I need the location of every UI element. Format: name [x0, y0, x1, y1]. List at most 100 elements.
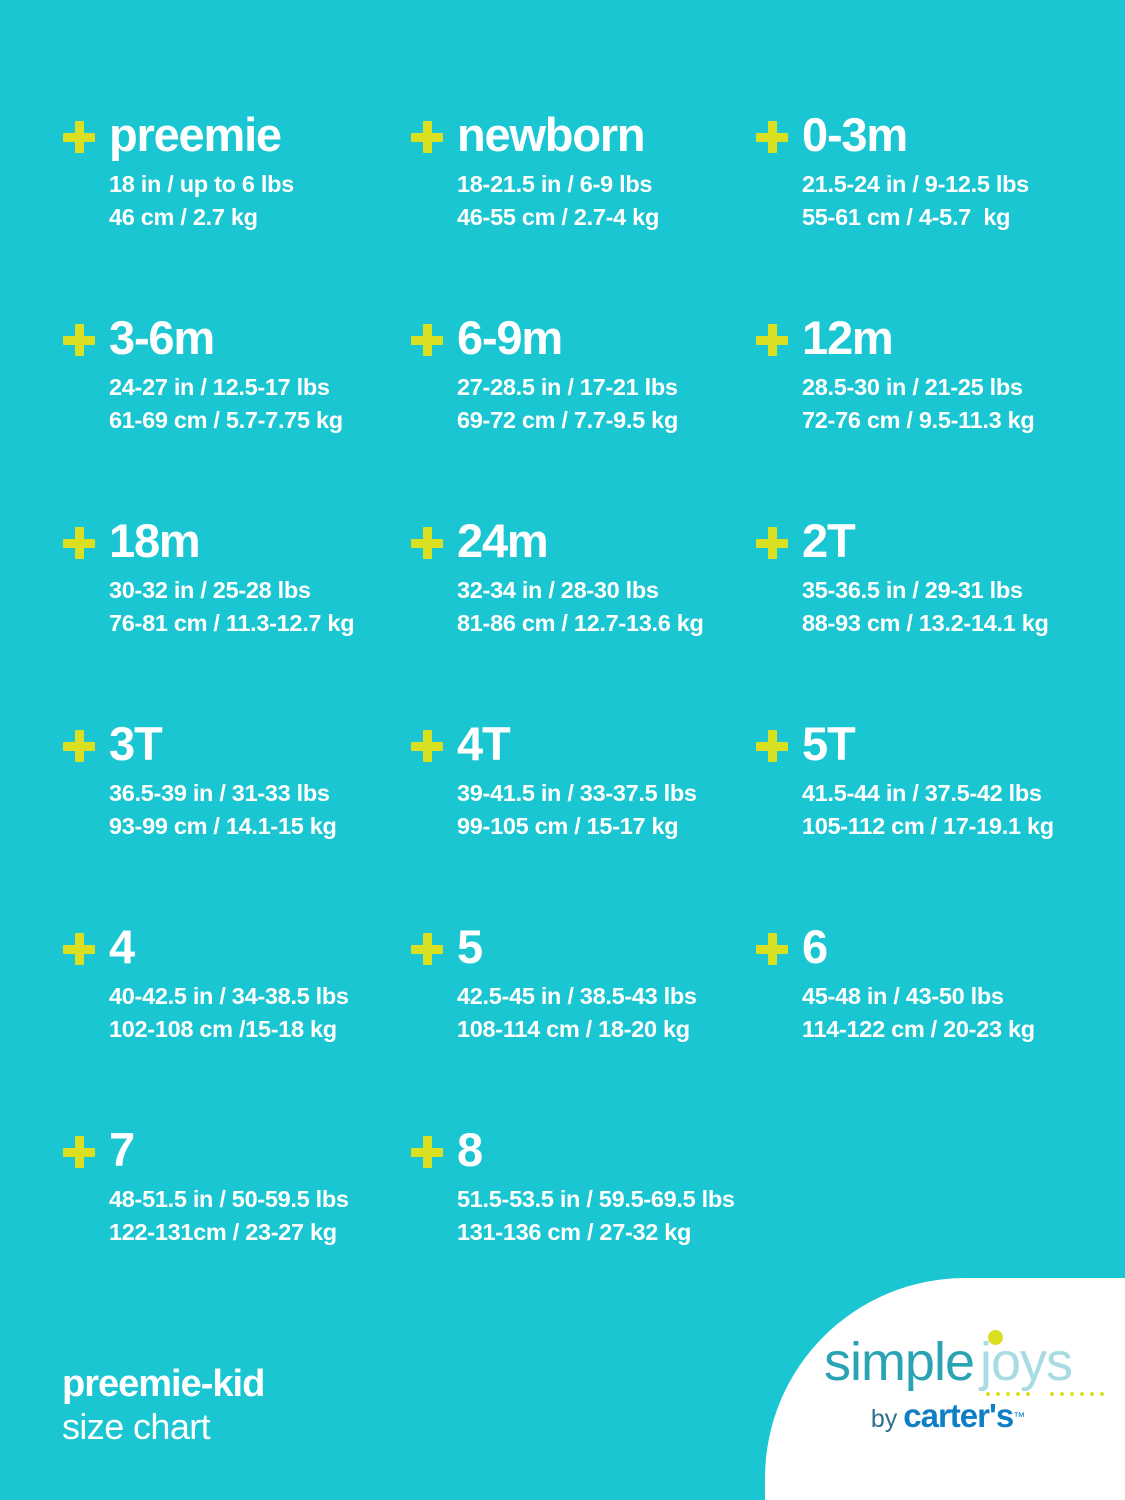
size-label: 3-6m [109, 311, 215, 364]
size-cell: 5 42.5-45 in / 38.5-43 lbs 108-114 cm / 18… [410, 916, 755, 1119]
size-cell: 24m 32-34 in / 28-30 lbs 81-86 cm / 12.7-1… [410, 510, 755, 713]
size-label: 24m [457, 514, 549, 567]
size-measurement-metric: 72-76 cm / 9.5-11.3 kg [802, 407, 1035, 433]
size-measurements: 42.5-45 in / 38.5-43 lbs 108-114 cm / 18-… [457, 980, 755, 1046]
size-label: 0-3m [802, 108, 908, 161]
size-cell: 8 51.5-53.5 in / 59.5-69.5 lbs 131-136 cm … [410, 1119, 755, 1322]
footer-title-secondary: size chart [62, 1406, 211, 1447]
size-cell: 5T 41.5-44 in / 37.5-42 lbs 105-112 cm / 1… [755, 713, 1085, 916]
simple-joys-logo: simple joys by carter's™ [803, 1330, 1104, 1440]
size-measurement-imperial: 32-34 in / 28-30 lbs [457, 577, 659, 603]
size-measurements: 40-42.5 in / 34-38.5 lbs 102-108 cm /15-1… [109, 980, 410, 1046]
size-grid: preemie 18 in / up to 6 lbs 46 cm / 2.7 kg… [62, 104, 1082, 1322]
size-label: newborn [457, 108, 646, 161]
size-measurement-metric: 102-108 cm /15-18 kg [109, 1016, 337, 1042]
plus-icon [755, 932, 789, 966]
size-measurement-metric: 131-136 cm / 27-32 kg [457, 1219, 692, 1245]
size-measurements: 18 in / up to 6 lbs 46 cm / 2.7 kg [109, 168, 410, 234]
size-label: 12m [802, 311, 894, 364]
size-header: newborn [410, 104, 755, 166]
size-header: 24m [410, 510, 755, 572]
size-measurement-imperial: 39-41.5 in / 33-37.5 lbs [457, 780, 697, 806]
size-cell: 7 48-51.5 in / 50-59.5 lbs 122-131cm / 23-… [62, 1119, 410, 1322]
size-label: 7 [109, 1123, 135, 1176]
footer-title-block: preemie-kid size chart [62, 1362, 265, 1448]
brand-byline: by carter's™ [803, 1399, 1093, 1440]
size-measurements: 27-28.5 in / 17-21 lbs 69-72 cm / 7.7-9.5… [457, 371, 755, 437]
size-measurements: 48-51.5 in / 50-59.5 lbs 122-131cm / 23-2… [109, 1183, 410, 1249]
size-header: 4T [410, 713, 755, 775]
size-cell: newborn 18-21.5 in / 6-9 lbs 46-55 cm / 2.… [410, 104, 755, 307]
size-measurement-imperial: 21.5-24 in / 9-12.5 lbs [802, 171, 1029, 197]
size-measurements: 35-36.5 in / 29-31 lbs 88-93 cm / 13.2-14… [802, 574, 1085, 640]
size-cell: 3T 36.5-39 in / 31-33 lbs 93-99 cm / 14.1-… [62, 713, 410, 916]
size-measurement-imperial: 45-48 in / 43-50 lbs [802, 983, 1004, 1009]
size-measurement-metric: 105-112 cm / 17-19.1 kg [802, 813, 1054, 839]
plus-icon [410, 120, 444, 154]
size-measurement-imperial: 18-21.5 in / 6-9 lbs [457, 171, 653, 197]
size-header: 3-6m [62, 307, 410, 369]
size-cell: 3-6m 24-27 in / 12.5-17 lbs 61-69 cm / 5.7… [62, 307, 410, 510]
size-measurement-metric: 122-131cm / 23-27 kg [109, 1219, 337, 1245]
size-measurement-imperial: 24-27 in / 12.5-17 lbs [109, 374, 330, 400]
size-cell: 12m 28.5-30 in / 21-25 lbs 72-76 cm / 9.5-… [755, 307, 1085, 510]
plus-icon [755, 120, 789, 154]
size-measurement-imperial: 48-51.5 in / 50-59.5 lbs [109, 1186, 349, 1212]
size-cell: 18m 30-32 in / 25-28 lbs 76-81 cm / 11.3-1… [62, 510, 410, 713]
size-header: 2T [755, 510, 1085, 572]
plus-icon [410, 526, 444, 560]
size-measurements: 39-41.5 in / 33-37.5 lbs 99-105 cm / 15-1… [457, 777, 755, 843]
size-measurement-metric: 108-114 cm / 18-20 kg [457, 1016, 690, 1042]
plus-icon [62, 323, 96, 357]
size-measurements: 41.5-44 in / 37.5-42 lbs 105-112 cm / 17-… [802, 777, 1085, 843]
plus-icon [62, 729, 96, 763]
size-measurement-metric: 76-81 cm / 11.3-12.7 kg [109, 610, 355, 636]
size-measurement-imperial: 28.5-30 in / 21-25 lbs [802, 374, 1023, 400]
plus-icon [410, 323, 444, 357]
size-header: 5 [410, 916, 755, 978]
brand-wordmark: simple joys [803, 1330, 1104, 1396]
footer-title-primary: preemie-kid [62, 1363, 265, 1405]
size-measurements: 21.5-24 in / 9-12.5 lbs 55-61 cm / 4-5.7 … [802, 168, 1085, 234]
size-label: 4T [457, 717, 511, 770]
plus-icon [755, 729, 789, 763]
size-measurement-metric: 99-105 cm / 15-17 kg [457, 813, 679, 839]
size-header: 7 [62, 1119, 410, 1181]
size-measurements: 30-32 in / 25-28 lbs 76-81 cm / 11.3-12.7… [109, 574, 410, 640]
plus-icon [410, 1135, 444, 1169]
size-cell: 0-3m 21.5-24 in / 9-12.5 lbs 55-61 cm / 4-… [755, 104, 1085, 307]
joys-dot-icon [988, 1330, 1003, 1345]
size-measurement-metric: 46-55 cm / 2.7-4 kg [457, 204, 660, 230]
size-measurement-metric: 69-72 cm / 7.7-9.5 kg [457, 407, 679, 433]
size-measurement-metric: 114-122 cm / 20-23 kg [802, 1016, 1035, 1042]
size-measurement-imperial: 42.5-45 in / 38.5-43 lbs [457, 983, 697, 1009]
size-measurements: 32-34 in / 28-30 lbs 81-86 cm / 12.7-13.6… [457, 574, 755, 640]
size-measurement-metric: 55-61 cm / 4-5.7 kg [802, 204, 1011, 230]
size-label: 4 [109, 920, 135, 973]
size-header: 4 [62, 916, 410, 978]
size-label: 2T [802, 514, 856, 567]
size-cell: 6 45-48 in / 43-50 lbs 114-122 cm / 20-23 … [755, 916, 1085, 1119]
size-label: 5T [802, 717, 856, 770]
size-label: 5 [457, 920, 483, 973]
size-measurements: 24-27 in / 12.5-17 lbs 61-69 cm / 5.7-7.7… [109, 371, 410, 437]
plus-icon [62, 526, 96, 560]
brand-by-text: by [870, 1405, 898, 1433]
size-header: 5T [755, 713, 1085, 775]
size-measurements: 28.5-30 in / 21-25 lbs 72-76 cm / 9.5-11.… [802, 371, 1085, 437]
size-measurement-imperial: 51.5-53.5 in / 59.5-69.5 lbs [457, 1186, 735, 1212]
size-header: 12m [755, 307, 1085, 369]
size-measurement-imperial: 18 in / up to 6 lbs [109, 171, 294, 197]
size-header: 3T [62, 713, 410, 775]
brand-panel: simple joys by carter's™ [765, 1278, 1125, 1500]
size-header: 8 [410, 1119, 755, 1181]
plus-icon [755, 526, 789, 560]
size-header: 6-9m [410, 307, 755, 369]
plus-icon [62, 120, 96, 154]
brand-carters-text: carter's [903, 1397, 1014, 1434]
size-measurement-imperial: 41.5-44 in / 37.5-42 lbs [802, 780, 1042, 806]
size-measurement-metric: 61-69 cm / 5.7-7.75 kg [109, 407, 343, 433]
size-measurement-metric: 81-86 cm / 12.7-13.6 kg [457, 610, 704, 636]
size-cell: 6-9m 27-28.5 in / 17-21 lbs 69-72 cm / 7.7… [410, 307, 755, 510]
